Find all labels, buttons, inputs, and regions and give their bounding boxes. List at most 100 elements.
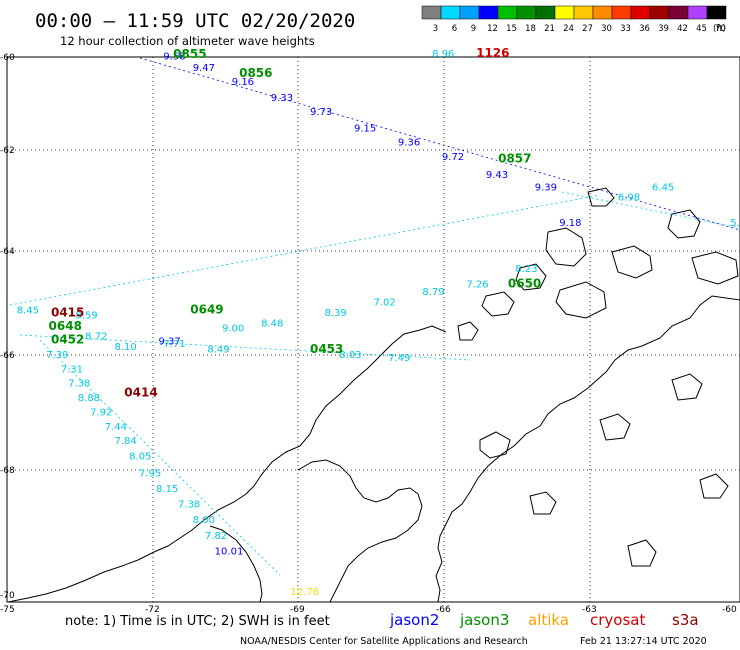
scale-swatch	[649, 5, 670, 20]
pass-time-label: 0648	[49, 319, 82, 333]
scale-swatch	[478, 5, 499, 20]
scale-unit-label: (ft)	[713, 24, 726, 34]
track-jason2-descending	[139, 57, 740, 231]
wave-height-label: 7.84	[115, 436, 137, 447]
units-note: note: 1) Time is in UTC; 2) SWH is in fe…	[65, 614, 330, 629]
lon-label-69: -69	[290, 605, 305, 615]
wave-height-label: 5.37	[730, 218, 740, 229]
wave-height-label: 7.49	[388, 353, 410, 364]
wave-height-label: 9.73	[310, 107, 332, 118]
pass-time-label: 0855	[173, 47, 206, 61]
wave-height-label: 9.16	[232, 77, 254, 88]
island-4	[515, 263, 547, 291]
lat-label-64: -64	[0, 247, 15, 257]
scale-tick-label: 3	[433, 24, 438, 34]
wave-height-label: 9.58	[163, 51, 185, 62]
track-east-segment	[561, 191, 740, 229]
wave-height-label: 8.03	[339, 350, 361, 361]
pass-time-label: 0650	[508, 276, 541, 290]
lat-label-70: -70	[0, 591, 15, 601]
scale-tick-label: 21	[544, 24, 555, 34]
wave-height-label: 7.38	[178, 500, 200, 511]
satellite-legend: jason2 jason3 altika cryosat s3a	[389, 611, 699, 629]
track-southern	[39, 339, 281, 576]
lon-label-72: -72	[145, 605, 160, 615]
pass-time-label: 0856	[239, 66, 272, 80]
wave-height-label: 12.76	[290, 587, 319, 598]
legend-item-jason3: jason3	[459, 611, 509, 629]
adelaide-island-coast	[297, 459, 423, 603]
island-15	[699, 473, 729, 499]
peninsula-coast	[435, 295, 740, 603]
wave-height-label: 6.98	[618, 193, 640, 204]
pass-time-label: 0649	[190, 302, 223, 316]
wave-height-label: 8.10	[115, 342, 137, 353]
scale-tick-label: 39	[658, 24, 669, 34]
wave-height-label: 7.02	[374, 298, 396, 309]
scale-tick-label: 42	[677, 24, 688, 34]
wave-height-label: 8.59	[75, 311, 97, 322]
scale-tick-label: 18	[525, 24, 536, 34]
wave-height-label: 7.82	[205, 531, 227, 542]
wave-height-label: 8.79	[422, 287, 444, 298]
scale-tick-label: 9	[471, 24, 476, 34]
wave-height-label: 9.18	[559, 218, 581, 229]
figure-title: 00:00 — 11:59 UTC 02/20/2020	[35, 10, 355, 32]
scale-swatch	[535, 5, 556, 20]
scale-tick-label: 36	[639, 24, 650, 34]
island-9	[587, 187, 615, 207]
scale-swatch	[592, 5, 613, 20]
scale-tick-label: 33	[620, 24, 631, 34]
scale-swatch	[573, 5, 594, 20]
wave-height-label: 7.39	[46, 350, 68, 361]
wave-height-label: 8.48	[261, 318, 283, 329]
wave-height-label: 7.44	[105, 422, 127, 433]
wave-height-color-scale: 3 6 9 12 15 18 21 24 27 30 33 36 39 42 45 70	[421, 5, 727, 34]
wave-height-label: 7.71	[163, 339, 185, 350]
legend-item-altika: altika	[528, 611, 569, 629]
track-ascending-2	[19, 334, 471, 361]
wave-height-values: 9.58 9.47 9.16 9.33 9.73 9.15 9.36 9.72 9.43 9.39…	[17, 49, 740, 598]
wave-height-label: 7.92	[90, 407, 112, 418]
island-6	[555, 281, 607, 319]
wave-height-label: 8.45	[17, 305, 39, 316]
scale-tick-label: 24	[563, 24, 574, 34]
pass-time-label: 1126	[476, 46, 509, 60]
island-13	[671, 373, 703, 401]
wave-height-label: 9.36	[398, 137, 420, 148]
scale-swatch	[421, 5, 442, 20]
island-8	[691, 251, 739, 285]
wave-height-label: 7.95	[139, 468, 161, 479]
wave-height-label: 10.01	[215, 546, 244, 557]
credit-line: NOAA/NESDIS Center for Satellite Applica…	[240, 636, 528, 647]
scale-swatch	[554, 5, 575, 20]
scale-swatch	[516, 5, 537, 20]
wave-height-label: 8.39	[325, 308, 347, 319]
lon-label-66: -66	[436, 605, 451, 615]
scale-swatch	[440, 5, 461, 20]
wave-height-label: 7.26	[466, 279, 488, 290]
lat-label-68: -68	[0, 466, 15, 476]
alexander-coast	[209, 525, 263, 603]
lon-label-60: -60	[722, 605, 737, 615]
scale-tick-label: 12	[487, 24, 498, 34]
wave-height-label: 9.39	[535, 182, 557, 193]
wave-height-label: 8.05	[129, 452, 151, 463]
map-frame	[6, 56, 740, 603]
wave-height-label: 8.00	[193, 515, 215, 526]
wave-height-label: 9.00	[222, 324, 244, 335]
scale-swatch	[630, 5, 651, 20]
legend-item-s3a: s3a	[672, 611, 699, 629]
track-ascending-1	[9, 194, 601, 306]
legend-item-jason2: jason2	[389, 611, 439, 629]
scale-swatch	[459, 5, 480, 20]
pass-time-label: 0414	[124, 385, 157, 399]
bay-coast-north	[7, 325, 447, 603]
wave-height-label: 8.15	[156, 484, 178, 495]
coastline	[7, 187, 740, 603]
scale-swatch	[611, 5, 632, 20]
wave-height-label: 9.47	[193, 63, 215, 74]
pass-time-label: 0415	[51, 306, 84, 320]
